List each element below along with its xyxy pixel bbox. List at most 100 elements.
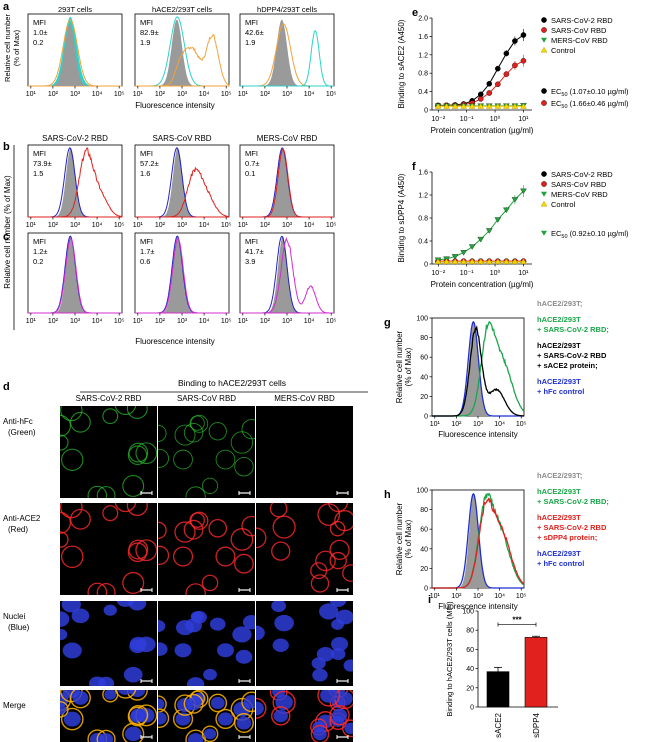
merge-membrane: [96, 729, 116, 742]
micro-cell-sars-blue: [158, 601, 255, 686]
histogram-b3: 10¹ 10² 10³ 10⁴ 10⁵: [238, 144, 337, 229]
red-membrane: [328, 503, 349, 513]
panel-label: g: [384, 317, 391, 329]
data-point: [460, 250, 467, 256]
nucleus: [62, 642, 82, 659]
red-membrane: [126, 503, 148, 517]
panel-title: SARS-CoV RBD: [152, 134, 211, 143]
x-tick-label: 10¹: [238, 318, 249, 325]
x-tick-label: 10⁴: [199, 318, 210, 325]
panel-label: i: [428, 594, 431, 606]
mfi-value: 73.9±: [33, 159, 52, 168]
legend-label: SARS-CoV-2 RBD: [551, 16, 613, 25]
ec50-value: (1.66±0.46 µg/ml): [568, 99, 629, 108]
merge-membrane: [256, 697, 267, 719]
red-membrane: [208, 518, 228, 538]
green-membrane: [189, 415, 205, 431]
nucleus: [235, 649, 253, 664]
merge-membrane: [317, 690, 341, 707]
data-point: [460, 258, 467, 265]
ec50-text: EC: [551, 229, 562, 238]
y-tick-label: 1.2: [418, 52, 428, 59]
merge-membrane: [183, 693, 204, 714]
chart-h: 0 20 40 60 80 100 10¹ 10² 10³ 10⁴ 10⁵ Fluorescence …: [395, 471, 609, 611]
merge-membrane: [122, 722, 145, 742]
merge-membrane: [114, 690, 137, 699]
ec50-e-sars: EC50 (1.66±0.46 µg/ml): [551, 99, 629, 110]
microscopy-header: Binding to hACE2/293T cells: [178, 378, 286, 388]
nucleus: [117, 690, 134, 695]
red-membrane: [174, 521, 196, 543]
chart-g: 0 20 40 60 80 100 10¹ 10² 10³ 10⁴ 10⁵ Fluorescence …: [395, 299, 609, 439]
legend-label: Control: [551, 46, 576, 55]
x-tick-label: 10¹: [133, 222, 144, 229]
x-tick-label: 10²: [155, 222, 166, 229]
y-axis-label: Relative cell number: [395, 502, 404, 575]
data-point: [486, 228, 493, 234]
nucleus: [60, 611, 70, 627]
green-membrane: [241, 419, 255, 440]
x-tick-label: 10⁵: [326, 318, 337, 325]
data-point: [443, 258, 450, 265]
mfi-sd: 3.9: [245, 257, 255, 266]
microscopy-row-label: (Green): [8, 428, 36, 437]
microscopy-row-label: (Blue): [8, 623, 30, 632]
nucleus: [186, 677, 205, 686]
x-category-label: sDPP4: [532, 712, 541, 737]
red-membrane: [122, 571, 145, 595]
legend-text: + SARS-CoV-2 RBD: [537, 351, 607, 360]
nucleus: [116, 601, 135, 607]
mfi-label: MFI: [33, 237, 46, 246]
histogram-filled: [28, 146, 123, 218]
data-point: [511, 258, 519, 265]
data-point: [503, 258, 510, 265]
red-membrane: [241, 515, 255, 537]
histogram-filled: [432, 322, 524, 416]
mfi-label: MFI: [140, 237, 153, 246]
merge-membrane: [241, 691, 255, 713]
data-point: [434, 258, 442, 265]
y-tick-label: 0: [470, 705, 474, 712]
ec50-subscript: 50: [561, 234, 567, 240]
histogram-filled: [135, 33, 230, 87]
nucleus: [330, 647, 346, 661]
x-tick-label: 10⁻²: [431, 116, 445, 123]
y-axis-label: (% of Max): [404, 347, 413, 386]
merge-membrane: [208, 693, 228, 713]
ec50-marker: [541, 230, 547, 236]
nucleus: [335, 609, 353, 625]
data-point: [468, 244, 476, 250]
red-membrane: [185, 583, 206, 595]
x-tick-label: 10²: [260, 91, 271, 98]
nucleus: [104, 690, 117, 700]
histogram-filled: [28, 23, 122, 86]
mfi-value: 57.2±: [140, 159, 159, 168]
x-tick-label: 10¹: [518, 116, 529, 123]
nucleus: [319, 603, 339, 620]
x-tick-label: 10⁵: [114, 318, 125, 325]
mfi-value: 1.7±: [140, 247, 155, 256]
y-tick-label: 0: [424, 262, 428, 269]
mfi-value: 1.0±: [33, 28, 48, 37]
data-point: [460, 103, 467, 109]
green-membrane: [122, 475, 145, 497]
y-tick-label: 40: [466, 666, 474, 673]
x-tick-label: 10²: [48, 91, 59, 98]
y-axis-label: Relative cell number: [395, 330, 404, 403]
x-tick-label: 10⁰: [490, 269, 501, 277]
green-membrane: [96, 486, 116, 498]
nucleus: [242, 614, 255, 630]
y-tick-label: 1.6: [418, 170, 428, 177]
chart-e: 0 0.4 0.8 1.2 1.6 2.0 10⁻² 10⁻¹ 10⁰ 10¹ Protein co…: [397, 16, 613, 136]
red-membrane: [158, 521, 167, 540]
histogram-a3: 10¹ 10² 10³ 10⁴ 10⁵: [238, 13, 337, 98]
nucleus: [129, 636, 147, 651]
data-point: [485, 103, 493, 109]
data-point: [468, 258, 476, 265]
mfi-sd: 1.5: [33, 169, 43, 178]
x-tick-label: 10²: [451, 421, 462, 428]
green-membrane: [70, 411, 91, 433]
nucleus: [203, 728, 217, 740]
microscopy-row-label: Anti-hFc: [3, 417, 33, 426]
x-tick-label: 10⁴: [304, 91, 315, 98]
